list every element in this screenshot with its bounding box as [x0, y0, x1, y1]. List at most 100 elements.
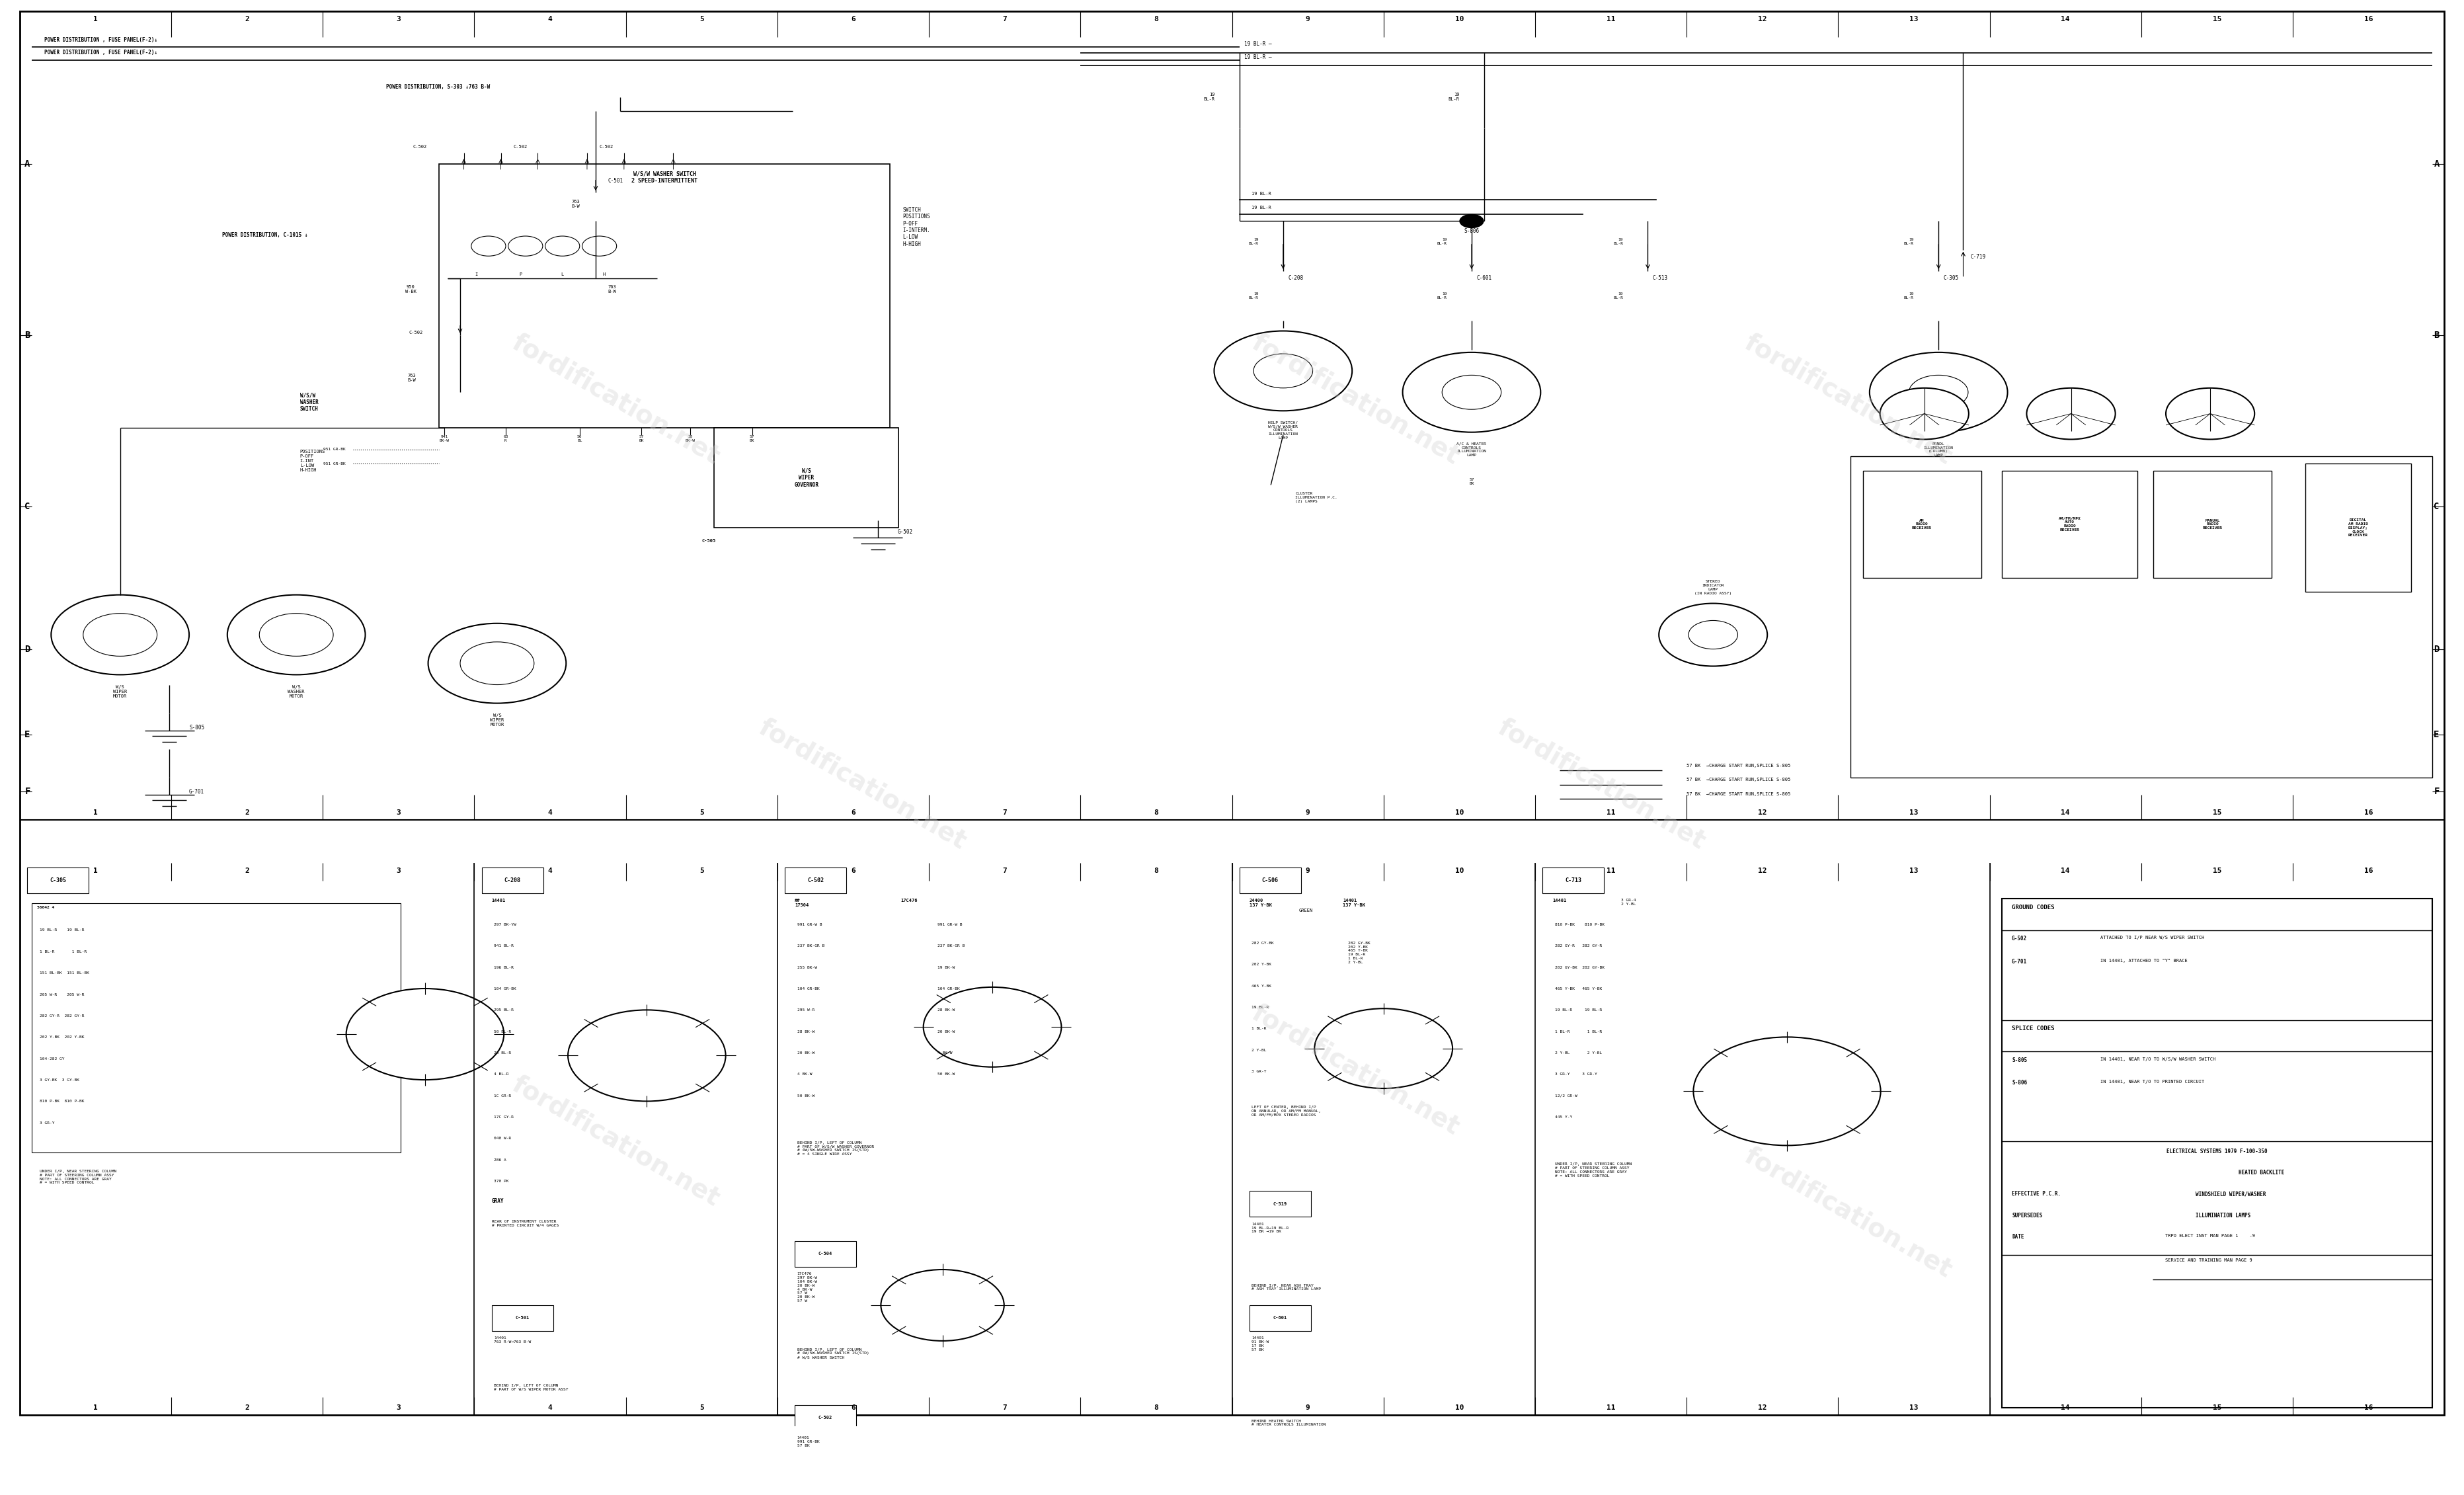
Circle shape — [471, 236, 505, 256]
Text: 10: 10 — [1454, 1404, 1464, 1411]
Text: 4 BK-W: 4 BK-W — [798, 1073, 813, 1076]
Text: C-502: C-502 — [414, 145, 426, 150]
Text: GREEN: GREEN — [1299, 909, 1313, 912]
Bar — [2154, 471, 2272, 577]
Text: 19 BL-R    19 BL-R: 19 BL-R 19 BL-R — [39, 928, 84, 931]
Text: SERVICE AND TRAINING MAN PAGE 9: SERVICE AND TRAINING MAN PAGE 9 — [2166, 1259, 2252, 1262]
Text: W/S
WASHER
MOTOR: W/S WASHER MOTOR — [288, 685, 306, 698]
Bar — [715, 428, 899, 528]
Text: 151 BL-BK  151 BL-BK: 151 BL-BK 151 BL-BK — [39, 972, 89, 975]
Text: G-701: G-701 — [190, 789, 205, 795]
Text: 6: 6 — [850, 809, 855, 816]
Text: A: A — [2434, 160, 2439, 169]
Text: 50 BL-R: 50 BL-R — [493, 1030, 513, 1033]
Text: GRAY: GRAY — [493, 1197, 503, 1203]
Text: SWITCH
POSITIONS
P-OFF
I-INTERM.
L-LOW
H-HIGH: SWITCH POSITIONS P-OFF I-INTERM. L-LOW H… — [902, 206, 929, 247]
Text: 1 BL-R       1 BL-R: 1 BL-R 1 BL-R — [1555, 1030, 1602, 1033]
Text: 14: 14 — [2060, 809, 2070, 816]
Text: 104 GR-BK: 104 GR-BK — [798, 987, 821, 990]
Text: 11: 11 — [1607, 15, 1616, 22]
Text: 810 P-BK  810 P-BK: 810 P-BK 810 P-BK — [39, 1100, 84, 1103]
Text: SPLICE CODES: SPLICE CODES — [2011, 1026, 2055, 1032]
Text: C-502: C-502 — [818, 1416, 833, 1420]
Text: S-805: S-805 — [2011, 1057, 2028, 1063]
Text: ELECTRICAL SYSTEMS 1979 F-100-350: ELECTRICAL SYSTEMS 1979 F-100-350 — [2166, 1148, 2267, 1154]
Text: 12: 12 — [1757, 1404, 1767, 1411]
Text: 3: 3 — [397, 867, 402, 875]
Circle shape — [1254, 354, 1313, 389]
Text: C-502: C-502 — [599, 145, 614, 150]
Text: C-501: C-501 — [609, 178, 623, 184]
Text: 810 P-BK    810 P-BK: 810 P-BK 810 P-BK — [1555, 922, 1604, 927]
Text: UNDER I/P, NEAR STEERING COLUMN
# PART OF STEERING COLUMN ASSY
NOTE: ALL CONNECT: UNDER I/P, NEAR STEERING COLUMN # PART O… — [39, 1169, 116, 1184]
Text: 17C476
297 BK-W
104 BK-W
20 BK-W
4 BK-W
57 W
20 BK-W
57 W: 17C476 297 BK-W 104 BK-W 20 BK-W 4 BK-W … — [798, 1272, 818, 1302]
Text: 286 A: 286 A — [493, 1159, 508, 1162]
Text: 17C GY-R: 17C GY-R — [493, 1115, 515, 1118]
Text: 15: 15 — [2213, 1404, 2223, 1411]
Text: 4 BL-R: 4 BL-R — [493, 1073, 510, 1076]
Text: 5: 5 — [700, 809, 705, 816]
Text: 19 BK-W: 19 BK-W — [936, 966, 956, 969]
Text: 28 BK-W: 28 BK-W — [936, 1009, 956, 1012]
Text: 19 BL-R ─: 19 BL-R ─ — [1244, 42, 1271, 46]
Text: C-513: C-513 — [1653, 275, 1668, 281]
Circle shape — [1910, 375, 1969, 410]
Text: UNDER I/P, NEAR STEERING COLUMN
# PART OF STEERING COLUMN ASSY
NOTE: ALL CONNECT: UNDER I/P, NEAR STEERING COLUMN # PART O… — [1555, 1163, 1631, 1178]
Text: 2: 2 — [244, 1404, 249, 1411]
Text: 16: 16 — [2363, 867, 2373, 875]
Text: POWER DISTRIBUTION, C-1015 ↓: POWER DISTRIBUTION, C-1015 ↓ — [222, 232, 308, 238]
Text: 14: 14 — [2060, 1404, 2070, 1411]
Text: S-806: S-806 — [1464, 229, 1478, 235]
Text: 50 BK-W: 50 BK-W — [936, 1073, 956, 1076]
Text: 19 BL-R: 19 BL-R — [1252, 191, 1271, 196]
Text: POWER DISTRIBUTION , FUSE PANEL(F-2)↓: POWER DISTRIBUTION , FUSE PANEL(F-2)↓ — [44, 49, 158, 55]
Text: C-305: C-305 — [1944, 275, 1959, 281]
Text: 7: 7 — [1003, 809, 1008, 816]
Text: 14401
137 Y-BK: 14401 137 Y-BK — [1343, 898, 1365, 907]
Text: 20 BK-W: 20 BK-W — [798, 1051, 816, 1054]
Text: 763
B-W: 763 B-W — [407, 374, 416, 383]
Text: 14: 14 — [2060, 867, 2070, 875]
Text: fordification.net: fordification.net — [1740, 329, 1956, 469]
Bar — [1542, 867, 1604, 893]
Text: 1: 1 — [94, 15, 99, 22]
Text: 104 GR-BK: 104 GR-BK — [493, 987, 517, 990]
Text: 951 GR-BK: 951 GR-BK — [323, 462, 345, 465]
Text: C-504: C-504 — [818, 1251, 833, 1256]
Text: 255 BK-W: 255 BK-W — [798, 966, 818, 969]
Text: DIGITAL
AM RADIO
DISPLAY;
CLOCK
RECEIVER: DIGITAL AM RADIO DISPLAY; CLOCK RECEIVER — [2348, 519, 2368, 537]
Text: 20 BL-R: 20 BL-R — [493, 1051, 513, 1054]
Text: fordification.net: fordification.net — [508, 1072, 724, 1211]
Text: C-502: C-502 — [808, 878, 823, 884]
Text: 13: 13 — [1910, 15, 1919, 22]
Text: 2 Y-BL       2 Y-BL: 2 Y-BL 2 Y-BL — [1555, 1051, 1602, 1054]
Text: POWER DISTRIBUTION , FUSE PANEL(F-2)↓: POWER DISTRIBUTION , FUSE PANEL(F-2)↓ — [44, 37, 158, 43]
Text: 10: 10 — [1454, 809, 1464, 816]
Text: 465 Y-BK   465 Y-BK: 465 Y-BK 465 Y-BK — [1555, 987, 1602, 990]
Text: 951 GR-BK: 951 GR-BK — [323, 447, 345, 451]
Circle shape — [1402, 353, 1540, 432]
Text: L: L — [562, 272, 564, 277]
Text: 16: 16 — [2363, 1404, 2373, 1411]
Text: 20 BK-W: 20 BK-W — [936, 1030, 956, 1033]
Text: BEHIND I/P, LEFT OF COLUMN
# PART OF W/S WIPER MOTOR ASSY: BEHIND I/P, LEFT OF COLUMN # PART OF W/S… — [493, 1384, 569, 1390]
Circle shape — [2028, 389, 2114, 440]
Text: 282 GY-BK: 282 GY-BK — [1252, 942, 1274, 945]
Text: 10: 10 — [1454, 867, 1464, 875]
Circle shape — [429, 623, 567, 703]
Bar — [793, 1405, 857, 1431]
Text: C-506: C-506 — [1262, 878, 1279, 884]
Text: 6: 6 — [850, 1404, 855, 1411]
Text: 282 GY-R  282 GY-R: 282 GY-R 282 GY-R — [39, 1014, 84, 1018]
Text: HELP SWITCH/
W/S/W WASHER
CONTROLS
ILLUMINATION
LAMP: HELP SWITCH/ W/S/W WASHER CONTROLS ILLUM… — [1269, 420, 1299, 440]
Circle shape — [1880, 389, 1969, 440]
Text: REAR OF INSTRUMENT CLUSTER
# PRINTED CIRCUIT W/4 GAGES: REAR OF INSTRUMENT CLUSTER # PRINTED CIR… — [493, 1220, 559, 1227]
Circle shape — [84, 613, 158, 656]
Text: IN 14401, NEAR T/O TO PRINTED CIRCUIT: IN 14401, NEAR T/O TO PRINTED CIRCUIT — [2099, 1079, 2205, 1084]
Text: 991 GR-W B: 991 GR-W B — [936, 922, 963, 927]
Text: BEHIND HEATER SWITCH
# HEATER CONTROLS ILLUMINATION: BEHIND HEATER SWITCH # HEATER CONTROLS I… — [1252, 1419, 1326, 1426]
Text: F: F — [2434, 786, 2439, 797]
Text: A/C & HEATER
CONTROLS
ILLUMINATION
LAMP: A/C & HEATER CONTROLS ILLUMINATION LAMP — [1456, 443, 1486, 457]
Circle shape — [882, 1269, 1005, 1341]
Text: STEREO
INDICATOR
LAMP
(IN RADIO ASSY): STEREO INDICATOR LAMP (IN RADIO ASSY) — [1695, 580, 1732, 595]
